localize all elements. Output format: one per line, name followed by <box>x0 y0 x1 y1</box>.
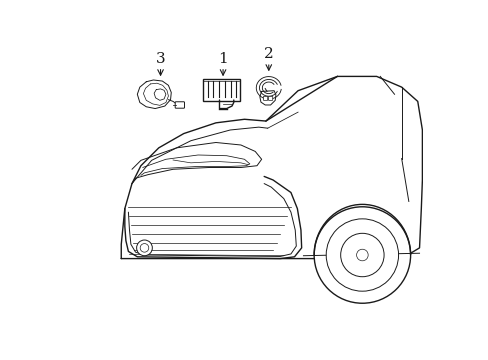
Circle shape <box>140 244 148 252</box>
Circle shape <box>340 233 383 277</box>
Polygon shape <box>259 91 275 105</box>
FancyBboxPatch shape <box>175 102 184 108</box>
Circle shape <box>325 219 398 291</box>
FancyBboxPatch shape <box>268 96 272 100</box>
Text: 2: 2 <box>264 47 273 61</box>
FancyBboxPatch shape <box>203 78 240 101</box>
Circle shape <box>313 207 410 303</box>
Polygon shape <box>154 89 165 100</box>
Circle shape <box>356 249 367 261</box>
Polygon shape <box>137 80 171 109</box>
Text: 3: 3 <box>155 52 165 66</box>
Text: 1: 1 <box>218 52 227 66</box>
FancyBboxPatch shape <box>263 96 267 100</box>
Polygon shape <box>143 83 168 105</box>
Circle shape <box>136 240 152 256</box>
